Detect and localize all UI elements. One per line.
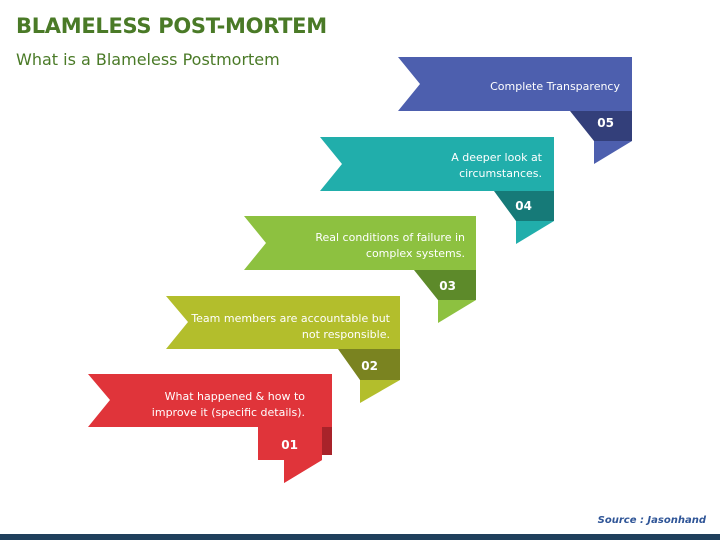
- step-04-number: 04: [515, 199, 532, 213]
- step-05-fold: [570, 111, 632, 141]
- step-02-banner: [166, 296, 400, 349]
- step-05-text: Complete Transparency: [490, 80, 620, 93]
- page-title: BLAMELESS POST-MORTEM: [16, 14, 327, 38]
- step-05-banner: [398, 57, 632, 111]
- step-04-fold: [494, 191, 554, 221]
- step-01-text: What happened & how to improve it (speci…: [151, 390, 305, 419]
- step-02-tab: [360, 380, 400, 403]
- step-05-number: 05: [597, 116, 614, 130]
- bottom-bar: [0, 534, 720, 540]
- step-02-text: Team members are accountable but not res…: [191, 312, 390, 341]
- step-03-fold: [414, 270, 476, 300]
- step-03-banner: [244, 216, 476, 270]
- step-04-tab: [516, 221, 554, 244]
- step-04-text: A deeper look at circumstances.: [451, 151, 542, 180]
- step-01-tab: [258, 427, 322, 483]
- step-04-banner: [320, 137, 554, 191]
- step-01-fold: [280, 427, 332, 455]
- step-01-tail: [284, 427, 322, 483]
- page-subtitle: What is a Blameless Postmortem: [16, 50, 280, 69]
- step-03-text: Real conditions of failure in complex sy…: [315, 231, 465, 260]
- step-02-fold: [338, 349, 400, 380]
- step-01-banner: [88, 374, 332, 427]
- step-01-number: 01: [281, 438, 298, 452]
- step-03-tab: [438, 300, 476, 323]
- step-05-tab: [594, 141, 632, 164]
- step-02-number: 02: [361, 359, 378, 373]
- step-03-number: 03: [439, 279, 456, 293]
- source-note: Source : Jasonhand: [597, 515, 706, 526]
